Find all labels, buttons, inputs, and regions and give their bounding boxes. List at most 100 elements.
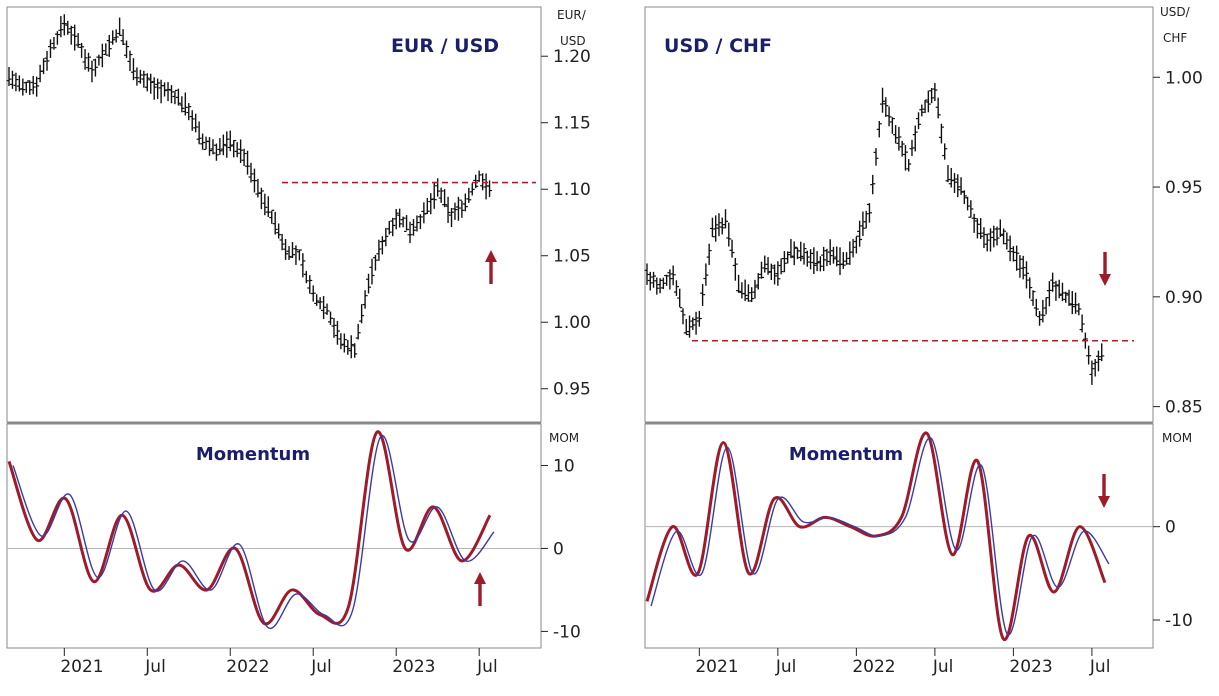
y-tick-label: 0.95 <box>553 380 591 400</box>
price-bar <box>919 104 925 117</box>
price-bar <box>935 97 941 119</box>
price-bar <box>473 174 479 189</box>
x-tick-label: Jul <box>144 657 166 677</box>
price-bar <box>130 58 136 81</box>
price-bar <box>372 254 378 271</box>
price-bar <box>860 211 866 236</box>
price-bar <box>791 241 797 266</box>
price-bar <box>978 218 984 240</box>
price-bar <box>866 203 872 223</box>
price-bar <box>162 82 168 97</box>
price-bar <box>765 257 771 275</box>
x-tick-label: 2021 <box>60 657 103 677</box>
unit-label-bottom: USD <box>560 34 586 48</box>
x-tick-label: Jul <box>775 657 797 677</box>
price-bar <box>863 210 869 229</box>
price-bar <box>172 89 178 105</box>
price-bar <box>404 215 410 233</box>
price-bar <box>1079 314 1085 333</box>
price-bar <box>896 126 902 151</box>
price-bar <box>889 117 895 134</box>
price-bar <box>670 265 676 286</box>
price-bar <box>452 202 458 220</box>
price-bar <box>647 271 653 291</box>
price-bar <box>821 246 827 272</box>
price-bar <box>1066 289 1072 306</box>
price-bar <box>827 239 833 266</box>
price-bar <box>300 253 306 278</box>
price-bar <box>393 208 399 230</box>
y-tick-label: -10 <box>553 622 581 642</box>
y-tick-label: 0.90 <box>1165 288 1203 308</box>
price-bar <box>873 148 879 166</box>
price-bar <box>179 96 185 113</box>
price-bar <box>651 271 657 288</box>
price-bar <box>693 311 699 335</box>
price-bar <box>749 287 755 303</box>
price-bar <box>912 125 918 152</box>
price-bar <box>886 106 892 127</box>
price-bar <box>449 207 455 228</box>
price-bar <box>435 178 441 197</box>
x-tick-label: Jul <box>310 657 332 677</box>
price-bar <box>997 219 1003 237</box>
eur-usd-chart: 1.201.151.101.051.000.95 EUR / USD EUR/ … <box>6 6 591 677</box>
price-bar <box>86 52 92 72</box>
price-bar <box>876 121 882 138</box>
price-bar <box>480 173 486 191</box>
momentum-title: Momentum <box>196 444 310 465</box>
price-bar <box>1027 277 1033 299</box>
price-bar <box>850 239 856 258</box>
x-tick-label: 2022 <box>226 657 269 677</box>
unit-label-bottom: CHF <box>1163 31 1187 45</box>
price-bar <box>830 246 836 264</box>
price-bar <box>407 221 413 244</box>
price-bar <box>880 87 886 113</box>
price-bar <box>307 275 313 294</box>
price-bar <box>1030 290 1036 306</box>
price-bar <box>442 189 448 208</box>
price-bar <box>902 145 908 171</box>
price-bar <box>255 178 261 198</box>
price-bar <box>362 290 368 309</box>
price-bar <box>955 174 961 198</box>
price-bar <box>283 238 289 260</box>
price-panel-frame <box>6 6 542 423</box>
price-bar <box>853 235 859 254</box>
price-bar <box>739 282 745 299</box>
up-arrow-icon <box>485 250 497 284</box>
price-bar <box>1069 291 1075 315</box>
price-bar <box>1095 350 1101 372</box>
y-tick-label: 0 <box>1165 518 1176 538</box>
price-bar <box>165 82 171 102</box>
price-bar <box>355 323 361 340</box>
price-bar <box>213 143 219 161</box>
price-bar <box>193 113 199 133</box>
price-bar <box>293 245 299 265</box>
price-bar <box>431 182 437 209</box>
price-bar <box>110 30 116 45</box>
price-bar <box>772 264 778 285</box>
price-bar <box>245 150 251 175</box>
price-bar <box>390 217 396 237</box>
price-bar <box>1076 303 1082 316</box>
price-bar <box>909 139 915 157</box>
momentum-axis-ticks: 10 0 -10 <box>541 456 581 642</box>
price-bar <box>709 217 715 238</box>
price-bar <box>421 202 427 224</box>
x-axis-ticks: 2021 Jul 2022 Jul 2023 Jul <box>60 648 498 677</box>
price-bar <box>96 54 102 66</box>
price-bar <box>965 196 971 211</box>
price-bar <box>703 263 709 286</box>
price-bar <box>778 258 784 275</box>
price-bar <box>13 72 19 92</box>
price-bar <box>732 257 738 281</box>
price-bar <box>217 138 223 155</box>
price-bar <box>804 250 810 267</box>
price-bar <box>680 308 686 325</box>
price-bar <box>1046 281 1052 307</box>
price-bar <box>20 78 26 96</box>
price-bar <box>469 183 475 196</box>
price-bar <box>200 133 206 150</box>
price-bar <box>34 76 40 97</box>
